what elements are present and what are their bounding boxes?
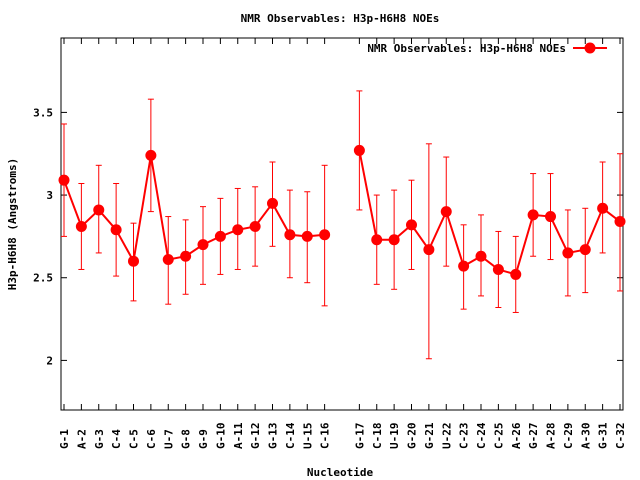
data-point	[527, 209, 539, 221]
y-tick-label: 3.5	[33, 106, 53, 119]
data-point	[423, 244, 435, 256]
x-tick-label: A-30	[579, 423, 592, 450]
x-tick-label: C-18	[371, 423, 384, 450]
data-point	[93, 204, 105, 216]
plot-frame	[60, 37, 624, 411]
x-tick-label: G-10	[214, 423, 227, 450]
series-line-segment	[358, 150, 621, 276]
y-tick-label: 2	[46, 354, 53, 367]
legend-entry-label: NMR Observables: H3p-H6H8 NOEs	[367, 42, 566, 55]
data-point	[458, 260, 470, 272]
data-point	[475, 250, 487, 262]
x-tick-label: G-8	[180, 429, 193, 449]
data-point	[388, 234, 400, 246]
data-point	[371, 234, 383, 246]
data-point	[406, 219, 417, 231]
data-point	[440, 206, 452, 218]
legend: NMR Observables: H3p-H6H8 NOEs	[367, 42, 607, 55]
chart-title: NMR Observables: H3p-H6H8 NOEs	[241, 12, 440, 25]
x-tick-label: U-7	[162, 429, 175, 449]
x-tick-label: C-6	[145, 429, 158, 449]
y-tick-label: 3	[46, 189, 53, 202]
legend-marker-swatch	[584, 42, 596, 54]
error-bars	[61, 90, 623, 360]
x-tick-label: C-32	[614, 423, 627, 450]
x-tick-label: C-29	[562, 423, 575, 450]
x-tick-label: U-15	[301, 423, 314, 450]
y-axis-label: H3p-H6H8 (Angstroms)	[6, 158, 19, 290]
data-point	[214, 230, 226, 242]
x-tick-label: G-31	[597, 422, 610, 449]
x-tick-label: G-12	[249, 423, 262, 450]
data-point	[579, 244, 591, 256]
x-tick-label: G-21	[423, 422, 436, 449]
data-point	[545, 211, 556, 223]
x-tick-label: G-9	[197, 429, 210, 449]
data-point	[301, 230, 313, 242]
x-tick-label: G-20	[406, 423, 419, 450]
x-tick-label: A-11	[232, 422, 245, 449]
x-tick-label: C-4	[110, 429, 123, 449]
data-point	[319, 229, 331, 241]
series-line-segment	[63, 155, 325, 265]
data-point	[267, 197, 278, 209]
data-point	[162, 254, 174, 266]
x-tick-label: U-22	[440, 423, 453, 450]
data-point	[180, 250, 192, 262]
x-axis-label: Nucleotide	[307, 466, 374, 479]
x-tick-label: A-28	[545, 423, 558, 450]
x-tick-label: A-26	[510, 422, 523, 449]
x-tick-label: G-27	[527, 423, 540, 450]
x-tick-label: C-25	[492, 423, 505, 450]
x-tick-label: C-23	[458, 423, 471, 450]
data-point	[614, 216, 626, 228]
data-point	[353, 144, 365, 156]
data-point	[562, 247, 574, 259]
data-point	[492, 263, 504, 275]
data-point	[597, 202, 609, 214]
data-point	[110, 224, 122, 236]
y-axis: 2 2.5 3 3.5	[33, 106, 623, 367]
x-tick-label: A-2	[75, 429, 88, 449]
series-lines	[63, 150, 621, 276]
x-tick-label: C-24	[475, 422, 488, 449]
x-tick-label: G-13	[267, 423, 280, 450]
data-point	[197, 239, 209, 251]
data-point	[128, 255, 139, 267]
x-tick-label: G-17	[353, 423, 366, 450]
x-tick-label: G-1	[58, 429, 71, 449]
x-tick-label: C-16	[319, 422, 332, 449]
y-tick-label: 2.5	[33, 272, 53, 285]
x-tick-label: U-19	[388, 423, 401, 450]
data-point	[510, 268, 522, 280]
data-point	[232, 224, 244, 236]
x-tick-label: C-14	[284, 422, 297, 449]
data-point	[284, 229, 296, 241]
x-tick-label: G-3	[93, 429, 106, 449]
data-point	[249, 220, 261, 232]
data-point	[58, 174, 70, 186]
x-tick-label: C-5	[128, 429, 141, 449]
data-points	[58, 144, 626, 280]
x-axis: G-1 A-2 G-3 C-4 C-5 C-6 U-7 G-8 G-9 G-10 A-11 G-12 G…	[58, 38, 627, 449]
data-point	[145, 149, 157, 161]
data-point	[75, 220, 87, 232]
